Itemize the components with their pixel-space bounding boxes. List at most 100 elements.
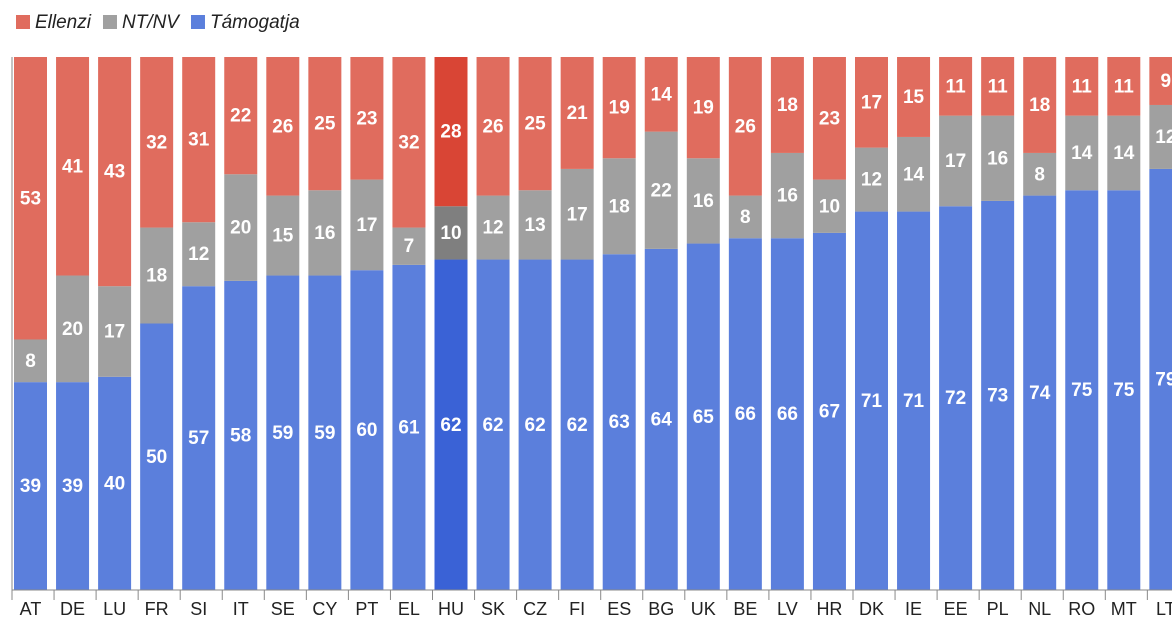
bar-segment	[686, 57, 720, 159]
value-label: 16	[987, 148, 1008, 169]
bar-segment	[518, 190, 552, 260]
value-label: 31	[188, 130, 210, 151]
bar-segment	[434, 206, 468, 260]
value-label: 32	[398, 132, 419, 153]
value-label: 26	[272, 116, 293, 137]
value-label: 63	[609, 412, 630, 433]
value-label: 79	[1155, 369, 1172, 390]
bar-segment	[770, 238, 804, 590]
bar-segment	[855, 57, 888, 148]
bar-segment	[140, 323, 174, 590]
value-label: 62	[525, 415, 546, 436]
bar-segment	[350, 57, 384, 180]
x-tick-label: RO	[1068, 599, 1095, 619]
bar-segment	[728, 195, 762, 239]
bar-segment	[728, 57, 762, 196]
value-label: 11	[946, 76, 967, 97]
value-label: 14	[651, 84, 673, 105]
value-label: 71	[861, 391, 883, 412]
value-label: 11	[988, 76, 1009, 97]
value-label: 12	[1155, 127, 1172, 148]
bar-segment	[182, 286, 216, 590]
bar-segment	[602, 158, 636, 255]
value-label: 59	[272, 423, 293, 444]
value-label: 75	[1071, 380, 1093, 401]
x-tick-label: ES	[607, 599, 631, 619]
bar-segment	[350, 270, 384, 590]
bar-segment	[1107, 115, 1141, 191]
bar-segment	[560, 57, 594, 169]
bar-segment	[560, 168, 594, 260]
bar-segment	[1065, 190, 1099, 590]
x-tick-label: NL	[1028, 599, 1051, 619]
value-label: 18	[1029, 95, 1050, 116]
bar-segment	[897, 57, 931, 137]
bar-segment	[140, 227, 174, 324]
legend-label: Ellenzi	[35, 12, 92, 33]
value-label: 17	[104, 322, 125, 343]
legend-swatch	[16, 15, 30, 29]
x-tick-label: MT	[1111, 599, 1137, 619]
value-label: 61	[398, 417, 420, 438]
value-label: 53	[20, 188, 41, 209]
value-label: 20	[62, 319, 83, 340]
bar-segment	[14, 382, 47, 590]
bar-segment	[56, 382, 90, 590]
bar-segment	[812, 232, 846, 590]
bar-segment	[897, 136, 931, 212]
bar-segment	[981, 200, 1015, 590]
bar-segment	[182, 222, 216, 287]
x-tick-label: IT	[233, 599, 249, 619]
value-label: 17	[861, 92, 882, 113]
bar-segment	[140, 57, 174, 228]
x-tick-label: AT	[20, 599, 42, 619]
bar-segment	[812, 179, 846, 233]
value-label: 39	[62, 476, 83, 497]
value-label: 71	[903, 391, 925, 412]
value-label: 50	[146, 447, 167, 468]
bar-segment	[1107, 190, 1141, 590]
bar-segment	[266, 57, 300, 196]
legend-label: NT/NV	[122, 12, 181, 33]
value-label: 26	[735, 116, 756, 137]
bar-segment	[770, 152, 804, 239]
x-tick-label: EE	[944, 599, 968, 619]
x-tick-label: SK	[481, 599, 505, 619]
value-label: 58	[230, 425, 251, 446]
bar-segment	[182, 57, 216, 223]
bar-segment	[686, 158, 720, 244]
value-label: 64	[651, 409, 673, 430]
value-label: 11	[1114, 76, 1135, 97]
x-tick-label: PL	[987, 599, 1009, 619]
x-tick-label: FR	[145, 599, 169, 619]
value-label: 14	[1113, 143, 1135, 164]
x-tick-label: FI	[569, 599, 585, 619]
value-label: 40	[104, 473, 125, 494]
value-label: 43	[104, 162, 125, 183]
bar-segment	[686, 243, 720, 591]
bar-segment	[350, 179, 384, 271]
value-label: 8	[740, 207, 751, 228]
x-tick-label: EL	[398, 599, 420, 619]
value-label: 62	[482, 415, 503, 436]
x-tick-label: LV	[777, 599, 798, 619]
value-label: 74	[1029, 383, 1051, 404]
x-tick-label: CY	[312, 599, 337, 619]
value-label: 62	[440, 415, 461, 436]
bar-segment	[770, 57, 804, 153]
value-label: 66	[735, 404, 756, 425]
value-label: 14	[1071, 143, 1093, 164]
bar-segment	[1023, 152, 1057, 196]
value-label: 7	[404, 236, 415, 257]
bar-segment	[939, 57, 973, 116]
bar-segment	[855, 147, 888, 212]
bar-segment	[981, 115, 1015, 201]
bar-segment	[981, 57, 1015, 116]
value-label: 62	[567, 415, 588, 436]
bar-segment	[1149, 104, 1172, 169]
bar-segment	[644, 131, 678, 249]
value-label: 28	[440, 122, 461, 143]
x-tick-label: HR	[816, 599, 842, 619]
value-label: 22	[651, 180, 672, 201]
value-label: 17	[567, 204, 588, 225]
